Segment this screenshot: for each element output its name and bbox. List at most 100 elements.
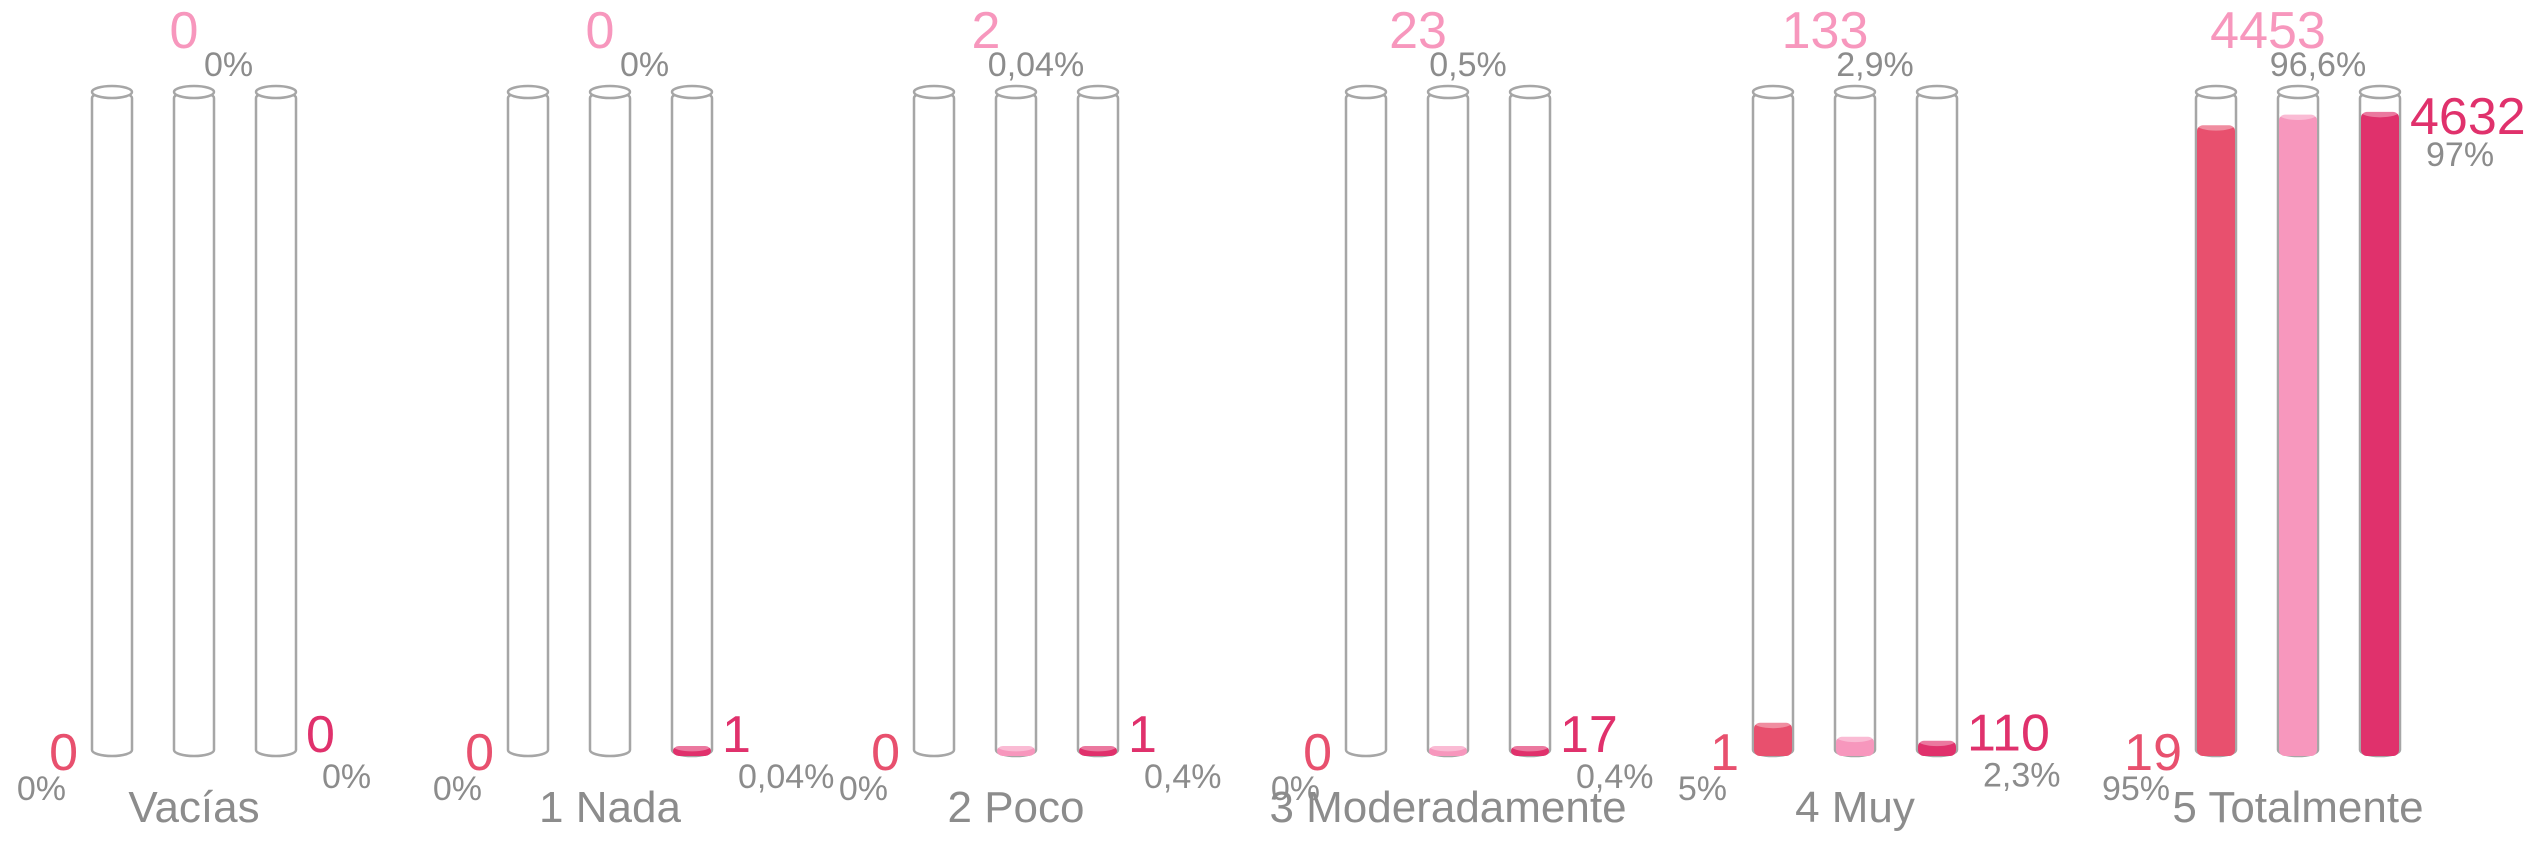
- tube-rim: [912, 84, 956, 100]
- category-label: 2 Poco: [948, 783, 1085, 832]
- category-label: 1 Nada: [539, 783, 681, 832]
- category-group: 00% 20,04% 10,4% 2 Poco: [839, 2, 1222, 832]
- percent-label: 0,5%: [1429, 46, 1507, 84]
- percent-label: 0%: [839, 770, 888, 808]
- tube-rim: [506, 84, 550, 100]
- tube-rim: [2276, 84, 2320, 100]
- bar-fill: [1511, 746, 1549, 756]
- data-label: 0: [49, 724, 78, 782]
- bar-fill: [1918, 740, 1956, 756]
- bar-fill-top: [1918, 735, 1956, 747]
- tube-outline: [1751, 90, 1795, 758]
- data-label: 0: [170, 2, 199, 60]
- tube-outline: [1076, 90, 1120, 758]
- percent-label: 0,4%: [1144, 758, 1222, 796]
- data-label: 17: [1560, 706, 1618, 764]
- percent-label: 0,04%: [738, 758, 834, 796]
- bar-fill-top: [2361, 106, 2399, 118]
- percent-label: 96,6%: [2270, 46, 2366, 84]
- tube-outline: [90, 90, 134, 758]
- category-label: 5 Totalmente: [2172, 783, 2423, 832]
- bar-fill-top: [1511, 740, 1549, 752]
- bar-fill: [2361, 111, 2399, 757]
- tube-rim: [994, 84, 1038, 100]
- bar-fill: [673, 746, 711, 756]
- bar-fill: [2279, 114, 2317, 757]
- data-label: 0: [871, 724, 900, 782]
- bar-fill-top: [1079, 740, 1117, 752]
- percent-label: 0%: [17, 770, 66, 808]
- percent-label: 0,04%: [988, 46, 1084, 84]
- percent-label: 2,3%: [1983, 757, 2061, 795]
- data-label: 133: [1782, 2, 1869, 60]
- bar-fill: [2197, 125, 2235, 756]
- tube-rim: [1426, 84, 1470, 100]
- tube-rim: [254, 84, 298, 100]
- tube-outline: [1426, 90, 1470, 758]
- tube-outline: [254, 90, 298, 758]
- bar-fill-top: [997, 740, 1035, 752]
- data-label: 4632: [2410, 88, 2526, 146]
- tube-rim: [588, 84, 632, 100]
- tube-rim: [1833, 84, 1877, 100]
- percent-label: 2,9%: [1836, 46, 1914, 84]
- tube-rim: [1508, 84, 1552, 100]
- category-label: Vacías: [128, 783, 259, 832]
- data-label: 4453: [2210, 2, 2326, 60]
- percent-label: 0%: [620, 46, 669, 84]
- tube-outline: [172, 90, 216, 758]
- data-label: 23: [1389, 2, 1447, 60]
- tube-rim: [2358, 84, 2402, 100]
- bar-fill-top: [1429, 740, 1467, 752]
- category-label: 3 Moderadamente: [1269, 783, 1626, 832]
- percent-label: 97%: [2426, 136, 2494, 174]
- data-label: 0: [465, 724, 494, 782]
- tube-rim: [1751, 84, 1795, 100]
- tube-rim: [2194, 84, 2238, 100]
- bar-fill: [997, 746, 1035, 756]
- tube-outline: [1915, 90, 1959, 758]
- data-label: 2: [972, 2, 1001, 60]
- bar-fill-top: [2197, 119, 2235, 131]
- bar-fill: [1079, 746, 1117, 756]
- bar-fill: [1754, 722, 1792, 756]
- category-group: 00%00%10,04%1 Nada: [433, 2, 835, 832]
- data-label: 0: [586, 2, 615, 60]
- percent-label: 5%: [1678, 770, 1727, 808]
- tube-rim: [670, 84, 714, 100]
- tube-outline: [670, 90, 714, 758]
- bar-fill-top: [673, 740, 711, 752]
- data-label: 19: [2124, 724, 2182, 782]
- data-label: 1: [1710, 724, 1739, 782]
- data-label: 110: [1967, 705, 2050, 763]
- bar-fill-top: [1754, 717, 1792, 729]
- tube-rim: [1076, 84, 1120, 100]
- tube-rim: [1915, 84, 1959, 100]
- data-label: 0: [1303, 724, 1332, 782]
- data-label: 1: [1128, 706, 1157, 764]
- tube-outline: [1833, 90, 1877, 758]
- bar-fill: [1836, 736, 1874, 756]
- category-label: 4 Muy: [1795, 783, 1915, 832]
- data-label: 0: [306, 706, 335, 764]
- tube-outline: [1508, 90, 1552, 758]
- percent-label: 0%: [322, 758, 371, 796]
- bar-fill-top: [1836, 731, 1874, 743]
- tube-outline: [588, 90, 632, 758]
- category-group: 00%00%00%Vacías: [17, 2, 371, 832]
- data-label: 1: [722, 706, 751, 764]
- tube-rim: [90, 84, 134, 100]
- tube-outline: [1344, 90, 1388, 758]
- percent-label: 0%: [1271, 770, 1320, 808]
- percent-label: 95%: [2102, 770, 2170, 808]
- percent-label: 0,4%: [1576, 758, 1654, 796]
- bar-fill: [1429, 746, 1467, 756]
- bar-fill-top: [2279, 109, 2317, 120]
- tube-outline: [506, 90, 550, 758]
- tube-outline: [912, 90, 956, 758]
- tube-rim: [172, 84, 216, 100]
- percent-label: 0%: [204, 46, 253, 84]
